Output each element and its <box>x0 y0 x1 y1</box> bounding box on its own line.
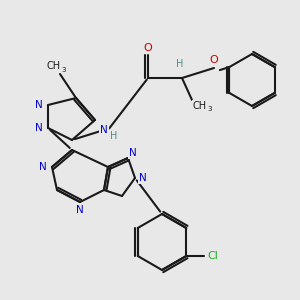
Text: N: N <box>76 205 84 215</box>
Text: H: H <box>110 131 118 141</box>
Text: H: H <box>176 59 184 69</box>
Text: N: N <box>100 125 108 135</box>
Text: N: N <box>35 100 43 110</box>
Text: 3: 3 <box>207 106 211 112</box>
Text: Cl: Cl <box>208 251 219 261</box>
Text: O: O <box>144 43 152 53</box>
Text: 3: 3 <box>61 67 65 73</box>
Text: N: N <box>39 162 47 172</box>
Text: CH: CH <box>47 61 61 71</box>
Text: N: N <box>129 148 137 158</box>
Text: N: N <box>139 173 147 183</box>
Text: N: N <box>35 123 43 133</box>
Text: O: O <box>210 55 218 65</box>
Text: CH: CH <box>193 101 207 111</box>
